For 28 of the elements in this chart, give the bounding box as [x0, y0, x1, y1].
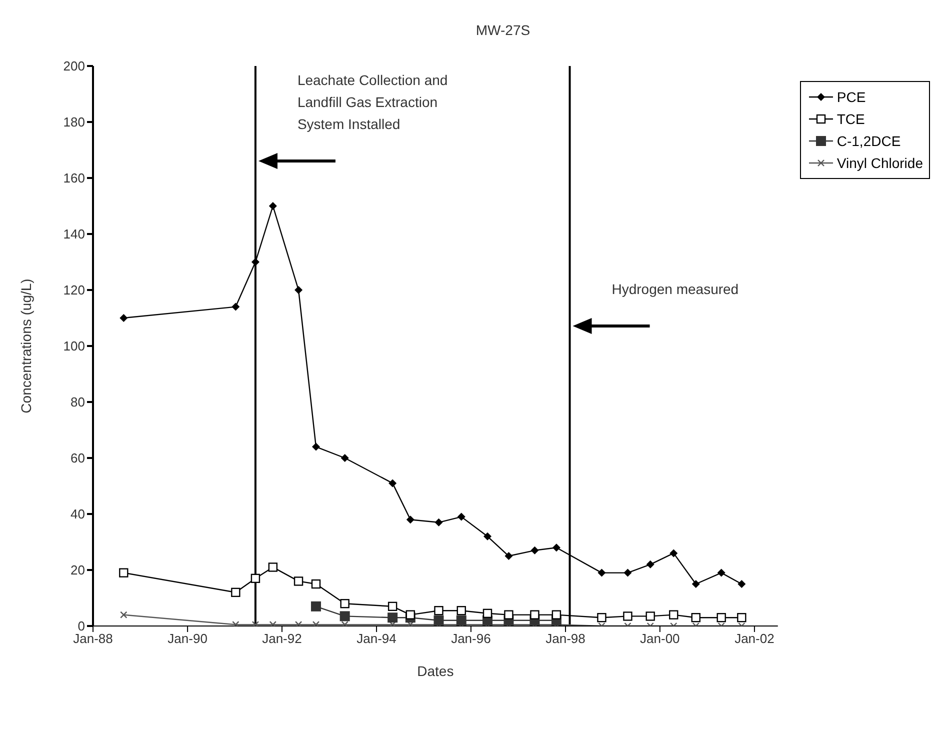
ref-line-label: Hydrogen measured: [612, 281, 739, 297]
x-tick-label: Jan-00: [640, 631, 680, 646]
y-tick-label: 40: [70, 506, 85, 522]
x-tick-label: Jan-98: [546, 631, 586, 646]
y-tick-label: 60: [70, 450, 85, 466]
ref-line-label: Leachate Collection and Landfill Gas Extraction System Installed: [297, 72, 448, 132]
x-tick-label: Jan-88: [73, 631, 113, 646]
x-axis-title: Dates: [417, 663, 454, 679]
y-tick-label: 180: [63, 114, 85, 130]
legend-label: Vinyl Chloride: [836, 155, 923, 171]
y-axis-title: Concentrations (ug/L): [18, 278, 34, 414]
x-tick-label: Jan-94: [356, 631, 396, 646]
legend-label: C-1,2DCE: [836, 133, 901, 149]
x-tick-label: Jan-92: [262, 631, 302, 646]
y-tick-label: 20: [70, 562, 85, 578]
x-tick-label: Jan-02: [734, 631, 774, 646]
y-tick-label: 200: [63, 58, 85, 74]
y-tick-label: 120: [63, 282, 85, 298]
chart-title: MW-27S: [474, 21, 532, 40]
y-tick-label: 0: [78, 618, 85, 634]
legend-label: PCE: [836, 89, 866, 105]
legend-label: TCE: [836, 111, 865, 127]
x-tick-label: Jan-90: [168, 631, 208, 646]
y-tick-label: 140: [63, 226, 85, 242]
y-tick-label: 160: [63, 170, 85, 186]
x-tick-label: Jan-96: [451, 631, 491, 646]
y-tick-label: 100: [63, 338, 85, 354]
y-tick-label: 80: [70, 394, 85, 410]
